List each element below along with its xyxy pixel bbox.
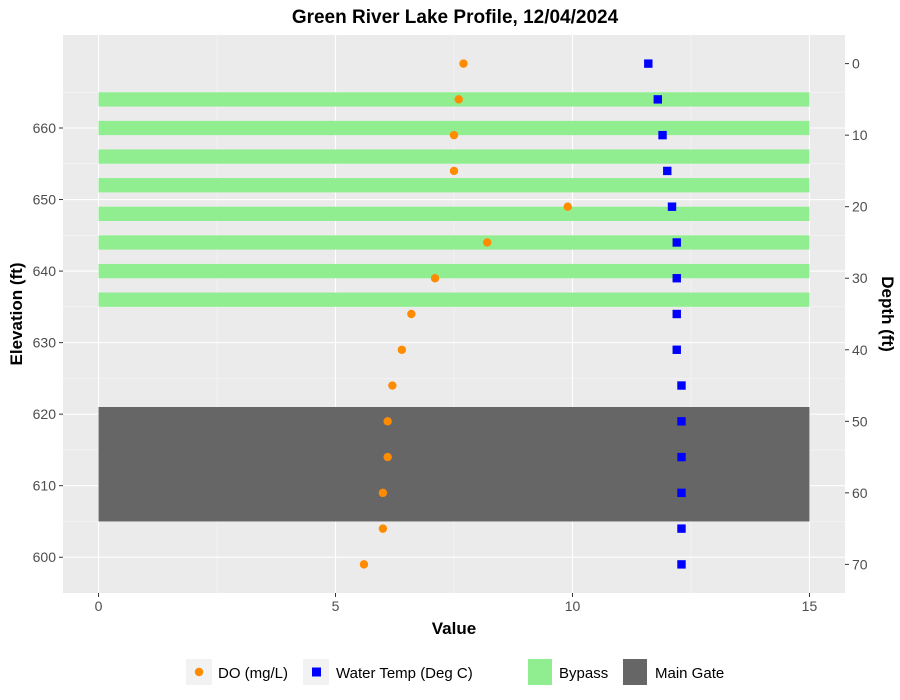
bypass-band (98, 206, 810, 221)
do-point (430, 274, 440, 283)
water-temp-point (644, 59, 653, 68)
water-temp-point (677, 417, 686, 426)
x-axis-ticks: 0 5 10 15 (95, 593, 818, 614)
bypass-band (98, 235, 810, 250)
y2-tick-label: 70 (852, 556, 868, 572)
bypass-band (98, 120, 810, 136)
water-temp-point (653, 95, 662, 104)
bypass-band (98, 92, 810, 107)
legend-main-gate-swatch (623, 659, 647, 685)
y-tick-label: 660 (33, 120, 57, 136)
legend-label-do: DO (mg/L) (218, 665, 288, 682)
y2-tick-label: 10 (852, 127, 868, 143)
legend-temp-marker (312, 667, 321, 677)
do-point (383, 417, 392, 426)
y-tick-label: 620 (33, 406, 57, 422)
water-temp-point (672, 345, 681, 354)
chart-title: Green River Lake Profile, 12/04/2024 (292, 7, 619, 28)
x-tick-label: 5 (332, 598, 340, 614)
water-temp-point (672, 274, 681, 283)
water-temp-point (672, 309, 681, 319)
y-axis-title: Elevation (ft) (7, 263, 26, 366)
water-temp-point (677, 381, 686, 390)
legend-label-bypass: Bypass (559, 665, 608, 682)
main-gate-band (98, 407, 810, 522)
legend-label-temp: Water Temp (Deg C) (336, 665, 473, 682)
legend-do-marker (194, 667, 204, 677)
bypass-band (98, 149, 810, 164)
y2-axis-ticks: 0 10 20 30 40 50 60 70 (845, 56, 868, 572)
water-temp-point (677, 524, 686, 533)
do-point (482, 238, 492, 247)
do-point (388, 381, 397, 390)
water-temp-point (677, 452, 686, 462)
do-point (397, 345, 407, 354)
y2-tick-label: 20 (852, 199, 868, 215)
do-point (378, 524, 388, 533)
point-layer (359, 59, 686, 569)
y-tick-label: 630 (33, 335, 57, 351)
water-temp-point (663, 166, 672, 176)
do-point (407, 309, 416, 319)
do-point (383, 452, 392, 462)
x-tick-label: 10 (565, 598, 581, 614)
do-point (459, 59, 468, 68)
water-temp-point (658, 130, 667, 140)
do-point (449, 166, 459, 176)
water-temp-point (672, 238, 681, 247)
water-temp-point (667, 202, 677, 211)
y2-tick-label: 50 (852, 413, 868, 429)
y-tick-label: 600 (33, 549, 57, 565)
do-point (563, 202, 572, 211)
bypass-band (98, 292, 810, 307)
y2-axis-title: Depth (ft) (878, 276, 897, 352)
x-tick-label: 0 (95, 598, 103, 614)
do-point (378, 488, 388, 498)
do-point (449, 130, 459, 140)
y2-tick-label: 0 (852, 56, 860, 72)
y2-tick-label: 30 (852, 270, 868, 286)
bypass-band (98, 263, 810, 279)
bypass-band (98, 178, 810, 193)
water-temp-point (677, 488, 686, 498)
x-axis-title: Value (432, 619, 476, 638)
y2-tick-label: 60 (852, 485, 868, 501)
water-temp-point (677, 560, 686, 569)
y-tick-label: 610 (33, 478, 57, 494)
band-layer (98, 92, 810, 522)
legend-bypass-swatch (528, 659, 552, 685)
y-axis-ticks: 600 610 620 630 640 650 660 (33, 120, 63, 565)
legend-label-main-gate: Main Gate (655, 665, 724, 682)
y2-tick-label: 40 (852, 342, 868, 358)
legend: DO (mg/L) Water Temp (Deg C) Bypass Main… (186, 659, 724, 685)
x-tick-label: 15 (802, 598, 818, 614)
do-point (359, 560, 369, 569)
do-point (454, 95, 463, 104)
y-tick-label: 650 (33, 192, 57, 208)
y-tick-label: 640 (33, 263, 57, 279)
